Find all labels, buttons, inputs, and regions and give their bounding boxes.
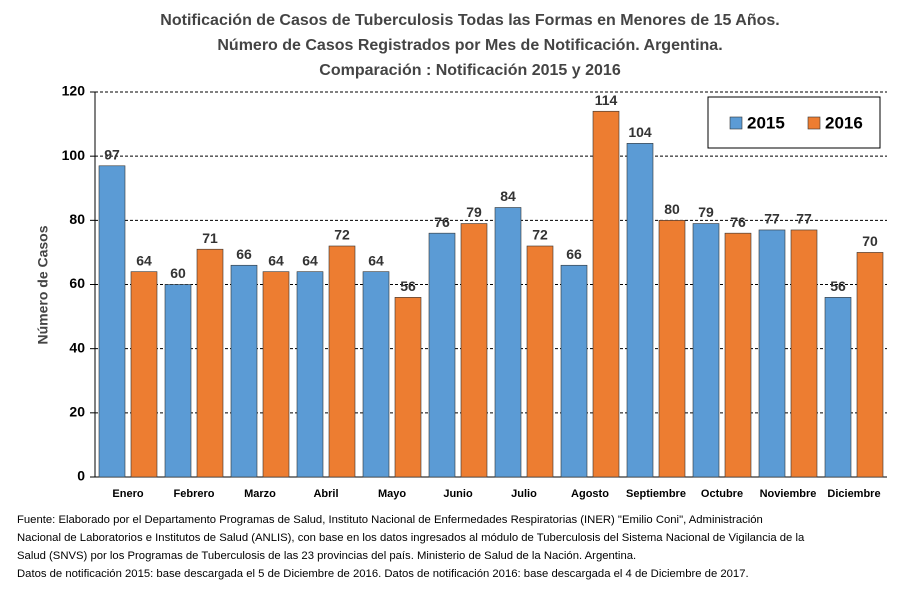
data-label: 64 — [268, 252, 284, 268]
chart-title: Notificación de Casos de Tuberculosis To… — [160, 12, 779, 29]
bar — [130, 271, 158, 478]
x-tick-label: Mayo — [378, 488, 406, 500]
x-tick-label: Septiembre — [626, 488, 686, 500]
y-tick-label: 20 — [69, 404, 85, 420]
x-tick-label: Diciembre — [827, 488, 880, 500]
x-tick-label: Marzo — [244, 488, 276, 500]
bar — [692, 223, 720, 478]
data-label: 97 — [104, 146, 120, 162]
data-label: 76 — [730, 214, 746, 230]
bar — [362, 271, 390, 478]
data-label: 64 — [136, 252, 152, 268]
legend-label: 2015 — [747, 113, 785, 132]
data-label: 60 — [170, 265, 186, 281]
legend-swatch — [729, 116, 743, 130]
bar — [592, 110, 620, 478]
bar — [560, 264, 588, 478]
bar — [658, 220, 686, 478]
bar — [824, 297, 852, 478]
data-label: 76 — [434, 214, 450, 230]
y-axis-label: Número de Casos — [35, 225, 51, 344]
x-tick-label: Agosto — [571, 488, 609, 500]
data-label: 72 — [334, 227, 350, 243]
y-tick-label: 60 — [69, 275, 85, 291]
data-label: 79 — [698, 204, 714, 220]
data-label: 77 — [764, 211, 780, 227]
bar — [230, 264, 258, 478]
data-label: 79 — [466, 204, 482, 220]
bar — [394, 297, 422, 478]
bar — [494, 207, 522, 478]
bar — [626, 143, 654, 478]
y-tick-label: 0 — [77, 468, 85, 484]
y-tick-label: 40 — [69, 339, 85, 355]
x-tick-label: Enero — [112, 488, 143, 500]
x-tick-label: Octubre — [701, 488, 743, 500]
footnote: Nacional de Laboratorios e Institutos de… — [17, 532, 805, 544]
data-label: 104 — [628, 124, 652, 140]
x-tick-label: Julio — [511, 488, 537, 500]
footnote: Fuente: Elaborado por el Departamento Pr… — [17, 514, 763, 526]
data-label: 64 — [368, 252, 384, 268]
data-label: 64 — [302, 252, 318, 268]
x-tick-label: Febrero — [174, 488, 215, 500]
legend-label: 2016 — [825, 113, 863, 132]
data-label: 80 — [664, 201, 680, 217]
y-tick-label: 120 — [62, 83, 86, 99]
bar — [758, 229, 786, 478]
bar — [428, 232, 456, 478]
bar — [328, 245, 356, 478]
bar — [790, 229, 818, 478]
y-tick-label: 80 — [69, 211, 85, 227]
data-label: 72 — [532, 227, 548, 243]
chart-title: Número de Casos Registrados por Mes de N… — [217, 37, 722, 54]
data-label: 66 — [566, 246, 582, 262]
bar — [196, 248, 224, 478]
bar — [98, 165, 126, 478]
footnote: Datos de notificación 2015: base descarg… — [17, 568, 749, 580]
x-tick-label: Abril — [313, 488, 338, 500]
bar — [526, 245, 554, 478]
data-label: 70 — [862, 233, 878, 249]
data-label: 56 — [830, 278, 846, 294]
data-label: 66 — [236, 246, 252, 262]
data-label: 71 — [202, 230, 218, 246]
bar — [164, 284, 192, 478]
legend-swatch — [807, 116, 821, 130]
bar — [724, 232, 752, 478]
footnote: Salud (SNVS) por los Programas de Tuberc… — [17, 550, 636, 562]
y-tick-label: 100 — [62, 147, 86, 163]
x-tick-label: Junio — [443, 488, 473, 500]
bar — [460, 223, 488, 478]
data-label: 84 — [500, 188, 516, 204]
data-label: 77 — [796, 211, 812, 227]
data-label: 56 — [400, 278, 416, 294]
data-label: 114 — [595, 92, 618, 108]
bar — [262, 271, 290, 478]
chart-title: Comparación : Notificación 2015 y 2016 — [319, 62, 621, 79]
x-tick-label: Noviembre — [760, 488, 817, 500]
bar — [296, 271, 324, 478]
bar — [856, 252, 884, 478]
